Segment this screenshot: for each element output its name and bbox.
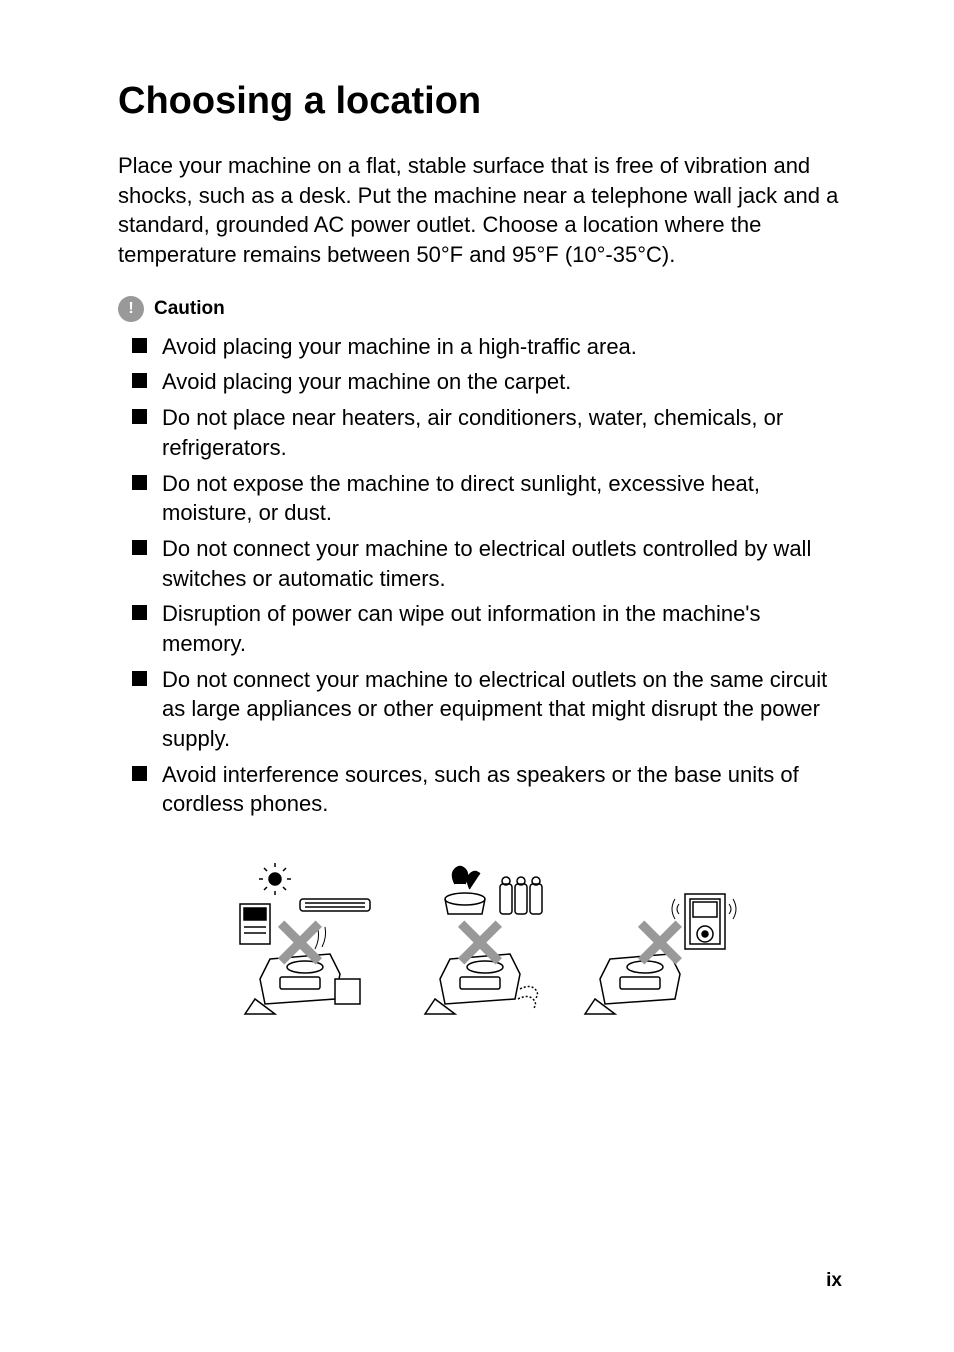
x-mark-icon: ✕ xyxy=(451,903,510,985)
bullet-text: Avoid placing your machine on the carpet… xyxy=(162,367,571,397)
list-item: Avoid placing your machine on the carpet… xyxy=(132,367,842,397)
intro-paragraph: Place your machine on a flat, stable sur… xyxy=(118,151,842,270)
list-item: Do not connect your machine to electrica… xyxy=(132,665,842,754)
x-mark-icon: ✕ xyxy=(631,903,690,985)
illustration-speaker: ✕ xyxy=(580,859,740,1029)
bullet-icon xyxy=(132,671,147,686)
bullet-icon xyxy=(132,475,147,490)
bullet-text: Avoid interference sources, such as spea… xyxy=(162,760,842,819)
bullet-text: Avoid placing your machine in a high-tra… xyxy=(162,332,637,362)
bullet-icon xyxy=(132,338,147,353)
bullet-text: Do not connect your machine to electrica… xyxy=(162,665,842,754)
list-item: Do not expose the machine to direct sunl… xyxy=(132,469,842,528)
bullet-text: Do not place near heaters, air condition… xyxy=(162,403,842,462)
list-item: Do not connect your machine to electrica… xyxy=(132,534,842,593)
caution-list: Avoid placing your machine in a high-tra… xyxy=(118,332,842,819)
list-item: Disruption of power can wipe out informa… xyxy=(132,599,842,658)
bullet-text: Do not connect your machine to electrica… xyxy=(162,534,842,593)
bullet-icon xyxy=(132,540,147,555)
bullet-text: Do not expose the machine to direct sunl… xyxy=(162,469,842,528)
bullet-icon xyxy=(132,766,147,781)
caution-header: ! Caution xyxy=(118,296,842,322)
caution-label: Caution xyxy=(154,298,225,320)
bullet-icon xyxy=(132,605,147,620)
bullet-icon xyxy=(132,373,147,388)
bullet-icon xyxy=(132,409,147,424)
x-mark-icon: ✕ xyxy=(271,903,330,985)
illustration-row: ✕ xyxy=(118,859,842,1029)
page-number: ix xyxy=(826,1270,842,1292)
illustration-heat-sun: ✕ xyxy=(220,859,380,1029)
page-title: Choosing a location xyxy=(118,80,842,123)
exclamation-icon: ! xyxy=(128,300,133,318)
list-item: Avoid interference sources, such as spea… xyxy=(132,760,842,819)
list-item: Avoid placing your machine in a high-tra… xyxy=(132,332,842,362)
caution-icon: ! xyxy=(118,296,144,322)
list-item: Do not place near heaters, air condition… xyxy=(132,403,842,462)
illustration-water-chemicals: ✕ xyxy=(400,859,560,1029)
bullet-text: Disruption of power can wipe out informa… xyxy=(162,599,842,658)
